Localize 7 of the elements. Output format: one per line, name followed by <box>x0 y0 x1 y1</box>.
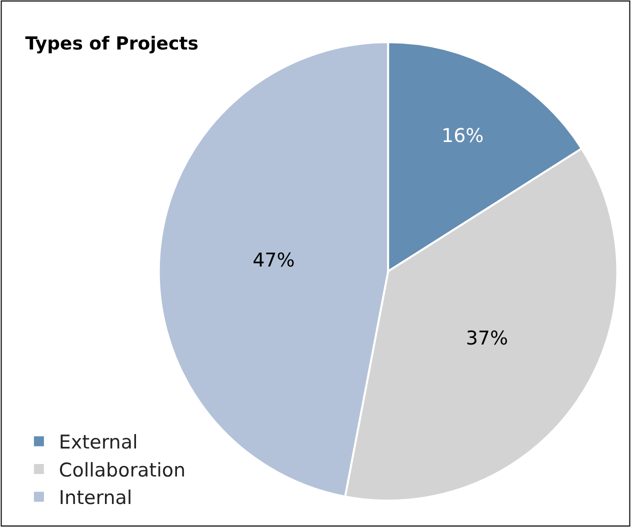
data-label: 47% <box>252 250 295 272</box>
legend-label: Internal <box>58 487 132 510</box>
data-label: 37% <box>466 328 508 350</box>
chart-title: Types of Projects <box>25 33 198 54</box>
legend-label: External <box>58 432 138 454</box>
data-label: 16% <box>441 124 484 147</box>
legend-label: Collaboration <box>58 459 186 482</box>
